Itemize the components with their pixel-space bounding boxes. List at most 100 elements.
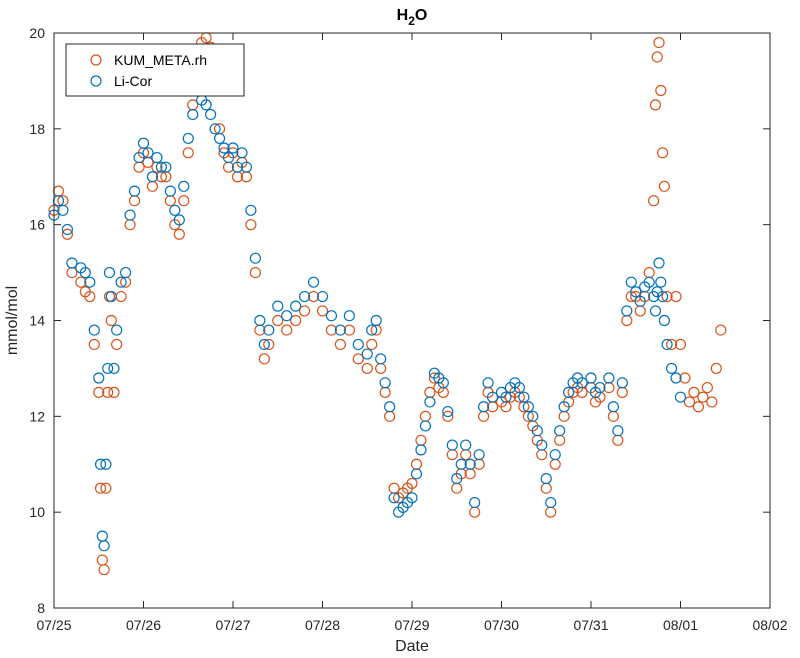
data-point-li-cor (102, 362, 114, 375)
data-point-li-cor (52, 195, 65, 207)
data-point-li-cor (518, 391, 530, 403)
data-point-li-cor (424, 396, 436, 408)
data-point-li-cor (66, 257, 78, 269)
data-point-kum-meta-rh (94, 482, 107, 494)
data-point-li-cor (352, 338, 364, 351)
data-point-kum-meta-rh (653, 36, 665, 49)
x-tick-label: 07/28 (305, 617, 340, 633)
data-point-li-cor (500, 391, 512, 403)
data-point-li-cor (665, 362, 678, 375)
x-axis: 07/25 07/26 07/27 07/28 07/29 07/30 07/31 08/01… (36, 33, 788, 633)
data-point-li-cor (655, 276, 667, 288)
data-point-li-cor (375, 353, 387, 365)
data-point-kum-meta-rh (710, 362, 722, 375)
data-point-kum-meta-rh (105, 314, 117, 327)
data-point-kum-meta-rh (111, 338, 123, 351)
data-point-li-cor (187, 108, 199, 121)
data-point-kum-meta-rh (661, 290, 673, 303)
data-point-kum-meta-rh (656, 147, 669, 159)
data-point-li-cor (361, 348, 373, 360)
data-point-kum-meta-rh (263, 338, 275, 351)
data-point-li-cor (164, 185, 176, 197)
data-point-li-cor (128, 185, 141, 197)
y-tick-label: 10 (29, 504, 45, 520)
data-point-li-cor (634, 295, 646, 307)
data-point-li-cor (545, 496, 557, 509)
x-tick-label: 07/30 (484, 617, 519, 633)
data-point-li-cor (249, 252, 261, 264)
data-point-li-cor (616, 377, 628, 389)
data-point-li-cor (173, 214, 185, 226)
plot-area (54, 33, 770, 608)
data-point-li-cor (84, 276, 96, 288)
data-point-kum-meta-rh (61, 228, 74, 240)
data-point-li-cor (464, 458, 476, 470)
data-point-li-cor (379, 377, 391, 389)
data-point-li-cor (549, 449, 561, 461)
data-point-li-cor (661, 338, 673, 351)
data-point-li-cor (486, 391, 499, 403)
data-point-li-cor (536, 439, 548, 451)
chart-title-subscript: 2 (408, 14, 415, 28)
data-point-li-cor (124, 209, 136, 221)
data-point-li-cor (388, 492, 400, 504)
data-point-li-cor (178, 180, 190, 192)
y-tick-label: 8 (37, 600, 45, 616)
chart-title-main: H (397, 7, 409, 24)
x-tick-label: 08/02 (752, 617, 787, 633)
data-point-li-cor (585, 372, 597, 384)
data-point-li-cor (594, 381, 606, 394)
data-point-li-cor (656, 290, 669, 303)
data-point-li-cor (460, 439, 472, 451)
legend-box (65, 43, 245, 97)
data-point-kum-meta-rh (100, 482, 112, 494)
data-point-li-cor (160, 161, 172, 173)
data-point-kum-meta-rh (334, 338, 346, 351)
data-point-kum-meta-rh (307, 290, 320, 303)
data-point-li-cor (231, 161, 244, 173)
data-point-kum-meta-rh (406, 477, 418, 490)
data-point-li-cor (209, 123, 221, 135)
data-point-kum-meta-rh (679, 372, 691, 384)
data-point-li-cor (603, 372, 615, 384)
data-point-li-cor (258, 338, 270, 351)
data-point-li-cor (621, 305, 633, 317)
data-point-kum-meta-rh (688, 386, 700, 398)
data-point-li-cor (182, 132, 194, 145)
data-point-kum-meta-rh (88, 338, 100, 351)
data-point-kum-meta-rh (706, 396, 718, 408)
data-point-li-cor (222, 151, 235, 164)
y-tick-label: 12 (29, 408, 45, 424)
data-point-li-cor (513, 381, 526, 394)
y-tick-label: 18 (29, 121, 45, 137)
legend: KUM_META.rh Li-Cor (65, 43, 245, 97)
data-point-li-cor (263, 324, 275, 336)
data-point-li-cor (366, 324, 378, 336)
data-point-li-cor (111, 324, 123, 336)
data-point-li-cor (419, 420, 432, 432)
y-tick-label: 16 (29, 217, 45, 233)
data-point-kum-meta-rh (108, 386, 120, 398)
data-point-kum-meta-rh (290, 314, 302, 327)
y-tick-label: 20 (29, 25, 45, 41)
legend-marker-kum-meta (90, 54, 102, 66)
data-point-li-cor (307, 276, 320, 288)
data-point-li-cor (155, 161, 167, 173)
data-point-kum-meta-rh (75, 276, 87, 288)
data-point-li-cor (79, 266, 91, 279)
data-point-li-cor (103, 266, 116, 279)
data-point-kum-meta-rh (428, 372, 440, 384)
data-point-kum-meta-rh (178, 195, 190, 207)
data-point-li-cor (446, 439, 458, 451)
data-point-li-cor (343, 310, 355, 322)
data-point-li-cor (643, 276, 655, 288)
data-point-li-cor (205, 108, 217, 121)
data-point-li-cor (119, 266, 132, 279)
data-point-li-cor (384, 401, 396, 413)
y-tick-label: 14 (29, 313, 45, 329)
data-point-li-cor (245, 204, 257, 216)
data-point-kum-meta-rh (93, 386, 105, 398)
data-point-li-cor (554, 425, 566, 437)
data-point-kum-meta-rh (352, 353, 364, 365)
data-point-li-cor (522, 401, 534, 413)
